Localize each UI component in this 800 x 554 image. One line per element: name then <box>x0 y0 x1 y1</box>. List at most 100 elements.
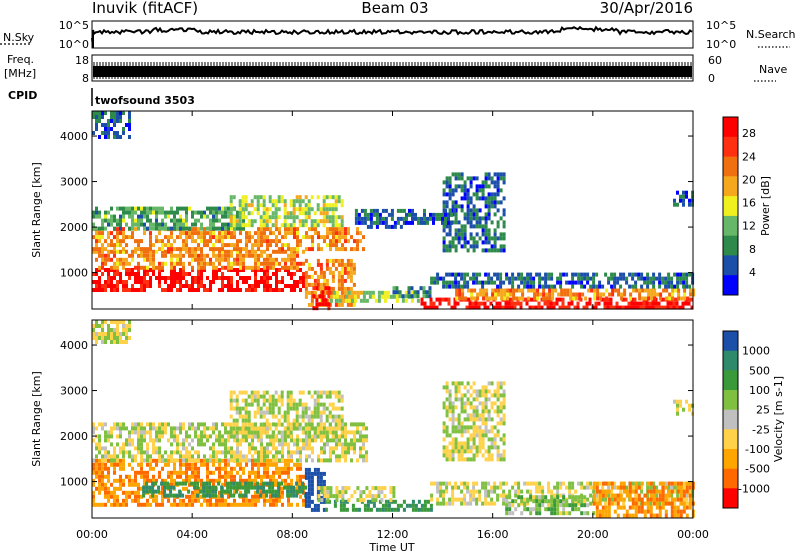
heatmap-cell <box>445 248 449 253</box>
heatmap-cell <box>125 257 128 262</box>
heatmap-cell <box>487 204 491 209</box>
heatmap-cell <box>323 422 326 427</box>
heatmap-cell <box>316 430 320 435</box>
heatmap-cell <box>176 450 179 455</box>
heatmap-cell <box>257 261 260 266</box>
heatmap-cell <box>536 288 540 293</box>
heatmap-cell <box>340 302 344 307</box>
heatmap-cell <box>137 243 140 248</box>
heatmap-cell <box>322 507 326 512</box>
heatmap-cell <box>154 481 158 486</box>
heatmap-cell <box>194 231 197 236</box>
heatmap-cell <box>608 292 612 297</box>
heatmap-cell <box>242 261 245 266</box>
heatmap-cell <box>226 481 230 486</box>
heatmap-cell <box>682 485 686 490</box>
nave-tick-top: 60 <box>708 54 722 67</box>
heatmap-cell <box>266 454 269 459</box>
heatmap-cell <box>283 203 287 208</box>
heatmap-cell <box>143 268 146 272</box>
heatmap-cell <box>593 296 597 301</box>
heatmap-cell <box>402 216 406 221</box>
heatmap-cell <box>538 272 542 277</box>
heatmap-cell <box>260 268 263 272</box>
heatmap-cell <box>292 426 296 431</box>
heatmap-cell <box>238 430 242 435</box>
heatmap-cell <box>603 301 607 306</box>
heatmap-cell <box>478 236 482 241</box>
heatmap-cell <box>634 272 638 277</box>
heatmap-cell <box>113 135 116 139</box>
heatmap-cell <box>363 220 367 225</box>
heatmap-cell <box>224 243 227 248</box>
heatmap-cell <box>266 450 269 455</box>
heatmap-cell <box>435 297 439 302</box>
heatmap-cell <box>272 239 275 244</box>
heatmap-cell <box>368 494 372 499</box>
heatmap-cell <box>636 301 640 306</box>
heatmap-cell <box>134 498 137 503</box>
heatmap-cell <box>119 249 122 254</box>
heatmap-cell <box>266 261 269 266</box>
heatmap-cell <box>229 203 233 208</box>
heatmap-cell <box>448 184 452 189</box>
heatmap-cell <box>487 228 491 233</box>
heatmap-cell <box>401 298 405 303</box>
heatmap-cell <box>262 489 266 494</box>
heatmap-cell <box>140 284 143 288</box>
heatmap-cell <box>254 239 257 244</box>
heatmap-cell <box>483 305 487 310</box>
heatmap-cell <box>95 458 98 463</box>
heatmap-cell <box>508 280 512 285</box>
heatmap-cell <box>323 426 326 431</box>
heatmap-cell <box>283 223 287 228</box>
heatmap-cell <box>484 184 488 189</box>
heatmap-cell <box>95 454 98 459</box>
heatmap-cell <box>224 446 227 451</box>
heatmap-cell <box>218 434 221 439</box>
heatmap-cell <box>119 206 122 211</box>
heatmap-cell <box>366 224 370 229</box>
heatmap-cell <box>341 454 344 459</box>
heatmap-cell <box>586 280 590 285</box>
heatmap-cell <box>98 466 101 471</box>
heatmap-cell <box>475 192 479 197</box>
heatmap-cell <box>322 410 326 415</box>
heatmap-cell <box>262 426 266 431</box>
heatmap-cell <box>224 474 227 479</box>
heatmap-cell <box>185 280 188 284</box>
heatmap-cell <box>517 276 521 281</box>
heatmap-cell <box>298 195 302 200</box>
heatmap-cell <box>357 212 361 217</box>
heatmap-cell <box>95 257 98 262</box>
heatmap-cell <box>254 502 257 507</box>
heatmap-cell <box>185 438 188 443</box>
heatmap-cell <box>224 231 227 236</box>
heatmap-cell <box>469 184 473 189</box>
heatmap-cell <box>613 501 617 506</box>
heatmap-cell <box>260 249 263 254</box>
heatmap-cell <box>338 438 341 443</box>
heatmap-cell <box>516 301 520 306</box>
heatmap-cell <box>227 253 230 258</box>
heatmap-cell <box>92 466 95 471</box>
heatmap-cell <box>645 301 649 306</box>
heatmap-cell <box>212 265 215 270</box>
heatmap-cell <box>266 462 269 467</box>
heatmap-cell <box>317 235 320 240</box>
heatmap-cell <box>290 502 293 507</box>
heatmap-cell <box>137 272 140 276</box>
heatmap-cell <box>292 489 296 494</box>
heatmap-cell <box>283 430 287 435</box>
heatmap-cell <box>268 402 272 407</box>
heatmap-cell <box>312 294 316 299</box>
heatmap-cell <box>161 239 164 244</box>
heatmap-cell <box>209 210 212 215</box>
heatmap-cell <box>417 216 420 221</box>
heatmap-cell <box>110 214 113 219</box>
heatmap-cell <box>92 478 95 483</box>
heatmap-cell <box>179 261 182 266</box>
heatmap-cell <box>242 458 245 463</box>
heatmap-cell <box>254 280 257 284</box>
heatmap-cell <box>346 266 350 271</box>
